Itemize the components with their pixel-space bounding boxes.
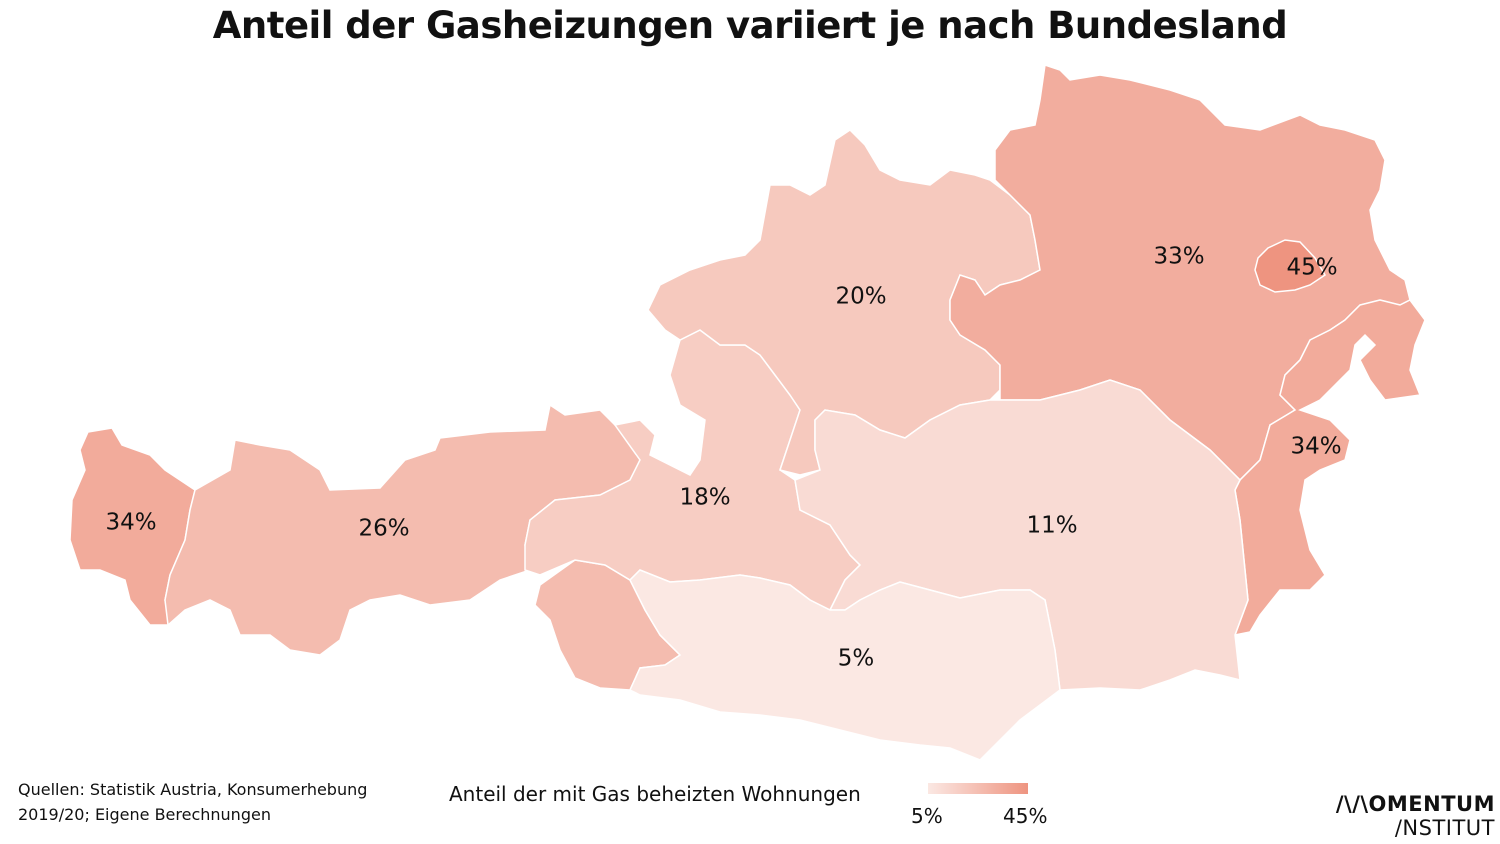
label-burgenland: 34% — [1290, 434, 1341, 460]
legend-title: Anteil der mit Gas beheizten Wohnungen — [449, 782, 861, 806]
logo-line-1: /\/\OMENTUM — [1335, 792, 1495, 816]
region-kaernten — [629, 569, 1061, 761]
label-vorarlberg: 34% — [105, 510, 156, 536]
source-line-2: 2019/20; Eigene Berechnungen — [18, 805, 271, 824]
label-oberoesterreich: 20% — [835, 284, 886, 310]
label-kaernten: 5% — [838, 646, 875, 672]
region-wien — [1254, 239, 1327, 293]
legend-min-label: 5% — [911, 804, 943, 828]
chart-title: Anteil der Gasheizungen variiert je nach… — [212, 4, 1288, 47]
source-note: Quellen: Statistik Austria, Konsumerhebu… — [18, 777, 367, 827]
label-salzburg: 18% — [679, 485, 730, 511]
momentum-institut-logo: /\/\OMENTUM /NSTITUT — [1336, 792, 1495, 840]
label-niederoesterreich: 33% — [1153, 244, 1204, 270]
label-wien: 45% — [1286, 255, 1337, 281]
legend-max-label: 45% — [1003, 804, 1048, 828]
region-burgenland — [1233, 299, 1426, 636]
logo-line-2: /NSTITUT — [1394, 816, 1495, 840]
label-tirol: 26% — [358, 516, 409, 542]
source-line-1: Quellen: Statistik Austria, Konsumerhebu… — [18, 780, 368, 799]
label-steiermark: 11% — [1026, 513, 1077, 539]
legend-color-scale — [928, 783, 1028, 794]
